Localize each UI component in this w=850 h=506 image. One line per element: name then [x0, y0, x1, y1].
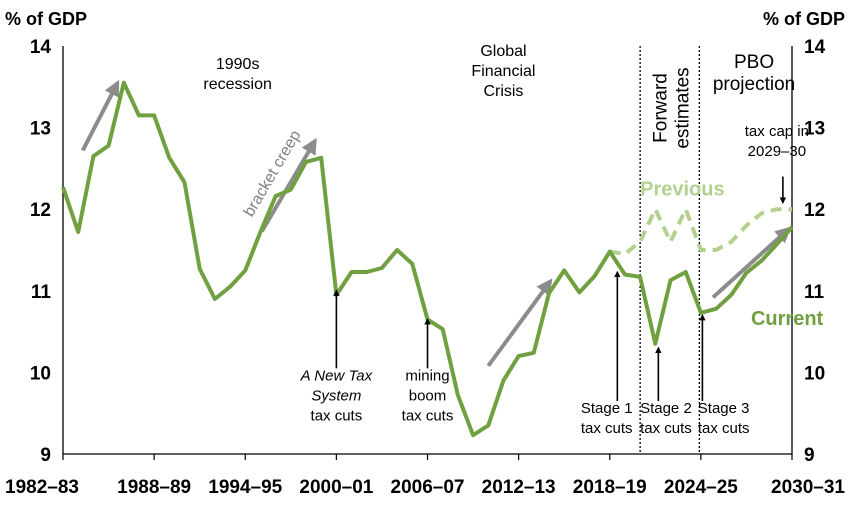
event-label-line: recession: [203, 76, 271, 93]
y-tick-label-left: 12: [30, 200, 51, 221]
trend-arrow: [711, 226, 792, 299]
y-tick-label-right: 14: [804, 37, 826, 58]
current-series-label: Current: [751, 308, 824, 330]
previous-series-label: Previous: [640, 178, 724, 200]
y-tick-label-left: 13: [30, 119, 51, 140]
x-tick-label: 2024–25: [664, 477, 738, 498]
policy-annotation-label: tax cuts: [402, 408, 454, 425]
tax-cap-label: 2029–30: [748, 143, 806, 160]
y-axis-title-left: % of GDP: [5, 9, 87, 29]
x-tick-label: 2000–01: [299, 477, 373, 498]
y-tick-label-left: 9: [40, 445, 51, 466]
policy-annotation-label: tax cuts: [698, 420, 750, 437]
trend-arrow: [260, 137, 317, 233]
policy-annotation-label: A New Tax: [300, 368, 373, 385]
policy-annotation-label: Stage 1: [581, 400, 633, 417]
event-label-line: Global: [480, 43, 526, 60]
trend-arrow: [80, 79, 120, 152]
policy-annotation-label: tax cuts: [640, 420, 692, 437]
policy-annotation-label: tax cuts: [311, 408, 363, 425]
y-tick-label-right: 13: [804, 119, 825, 140]
y-tick-label-right: 12: [804, 200, 825, 221]
x-tick-label: 1988–89: [117, 477, 191, 498]
event-label-line: Financial: [471, 63, 535, 80]
forward-estimates-label: Forward estimates: [651, 67, 694, 148]
y-tick-label-left: 11: [31, 282, 52, 303]
y-axis-title-right: % of GDP: [763, 9, 845, 29]
y-tick-label-right: 10: [804, 363, 825, 384]
pbo-projection-label-line: PBO: [734, 52, 774, 73]
trend-arrow: [486, 278, 553, 368]
policy-annotation-label: System: [311, 388, 361, 405]
x-tick-label: 1994–95: [208, 477, 282, 498]
pbo-projection-label-line: projection: [713, 74, 795, 95]
policy-annotation-label: tax cuts: [581, 420, 633, 437]
event-label-line: Crisis: [483, 83, 523, 100]
x-tick-label: 2030–31: [771, 477, 845, 498]
policy-annotation-label: boom: [409, 388, 447, 405]
y-tick-label-right: 11: [804, 282, 825, 303]
previous-series-line: [609, 207, 792, 257]
period-label-line: Forward: [651, 73, 672, 143]
period-label-line: estimates: [673, 67, 694, 148]
x-tick-label: 2012–13: [482, 477, 556, 498]
y-tick-label-left: 14: [30, 37, 52, 58]
y-tick-label-right: 9: [804, 445, 815, 466]
x-tick-label: 1982–83: [5, 477, 79, 498]
tax-cap-label: tax cap in: [745, 123, 809, 140]
x-tick-label: 2018–19: [573, 477, 647, 498]
policy-annotation-label: mining: [405, 368, 449, 385]
policy-annotation-label: Stage 2: [640, 400, 692, 417]
x-tick-label: 2006–07: [391, 477, 465, 498]
event-label-line: 1990s: [216, 56, 260, 73]
y-tick-label-left: 10: [30, 363, 51, 384]
policy-annotation-label: Stage 3: [698, 400, 750, 417]
